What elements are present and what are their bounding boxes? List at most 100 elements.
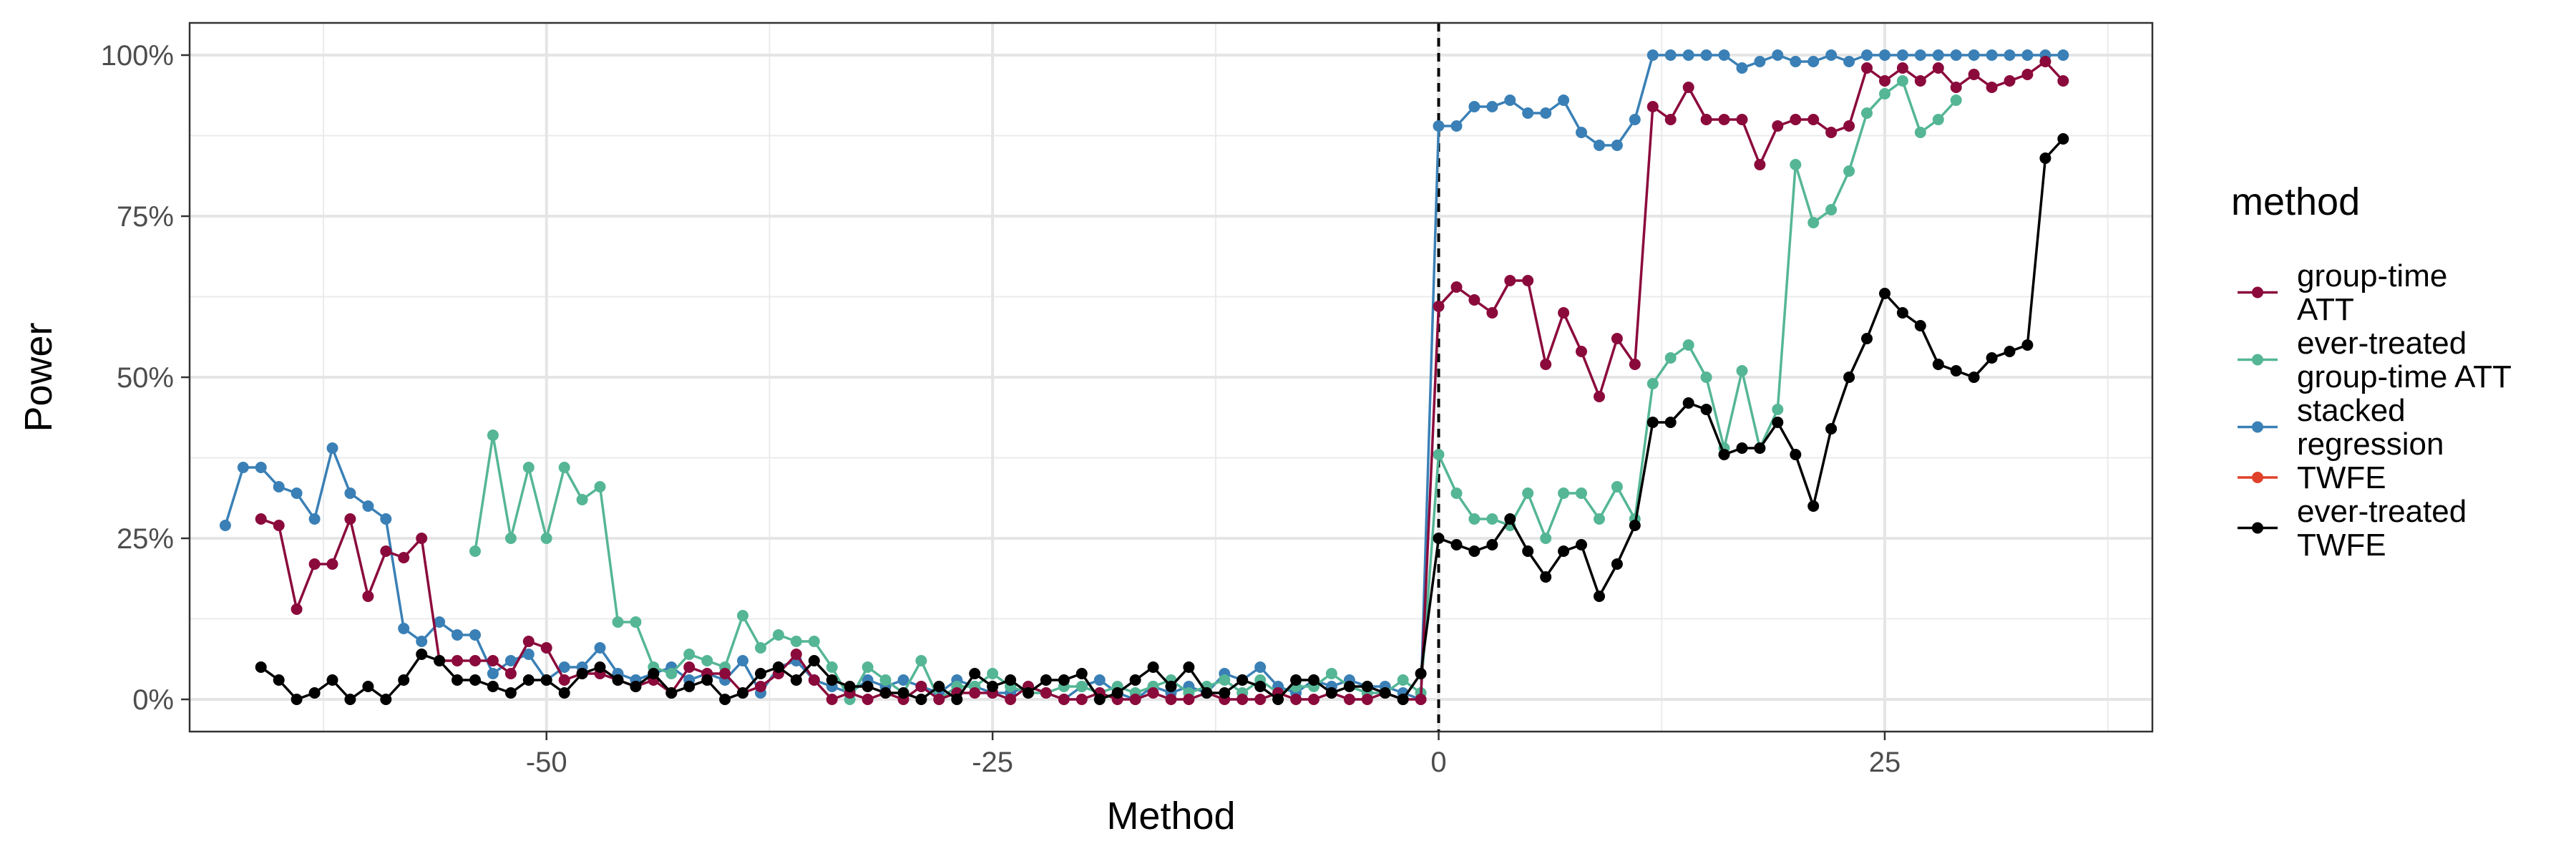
data-point — [1486, 307, 1498, 319]
data-point — [1075, 668, 1088, 679]
data-point — [1290, 674, 1302, 686]
legend-label: TWFE — [2297, 460, 2386, 495]
data-point — [398, 552, 410, 563]
data-point — [1433, 449, 1445, 460]
data-point — [1861, 49, 1873, 61]
data-point — [1807, 114, 1820, 125]
data-point — [933, 681, 945, 692]
data-point — [487, 668, 499, 679]
data-point — [1968, 69, 1980, 80]
data-point — [1896, 307, 1908, 319]
data-point — [1664, 352, 1677, 364]
data-point — [1075, 681, 1088, 692]
data-point — [755, 681, 766, 692]
data-point — [1005, 674, 1017, 686]
data-point — [1807, 56, 1820, 67]
data-point — [2039, 56, 2051, 67]
data-point — [1772, 120, 1784, 132]
data-point — [1807, 217, 1820, 228]
data-point — [1576, 487, 1587, 499]
data-point — [273, 481, 285, 492]
data-point — [1576, 539, 1587, 550]
data-point — [1754, 56, 1766, 67]
data-point — [1486, 539, 1498, 550]
data-point — [362, 591, 374, 602]
data-point — [291, 603, 303, 615]
data-point — [897, 687, 909, 699]
data-point — [630, 616, 642, 628]
data-point — [790, 674, 802, 686]
series-3 — [255, 133, 2069, 705]
data-point — [1058, 674, 1070, 686]
data-point — [2004, 49, 2016, 61]
data-point — [719, 668, 731, 679]
data-point — [1986, 352, 1998, 364]
data-point — [1646, 49, 1659, 61]
data-point — [1075, 694, 1088, 705]
data-point — [1183, 694, 1195, 705]
data-point — [1540, 359, 1552, 370]
data-point — [1236, 694, 1249, 705]
x-tick-label: -50 — [526, 747, 567, 778]
data-point — [2021, 49, 2034, 61]
data-point — [1023, 687, 1034, 699]
data-point — [1147, 687, 1159, 699]
data-point — [915, 655, 927, 666]
data-point — [1558, 307, 1570, 319]
data-point — [1629, 114, 1641, 125]
data-point — [808, 655, 820, 666]
data-point — [380, 513, 392, 525]
data-point — [737, 687, 748, 699]
data-point — [1594, 140, 1605, 151]
data-point — [1058, 694, 1070, 705]
data-point — [576, 494, 588, 505]
data-point — [326, 442, 338, 454]
data-point — [416, 533, 428, 544]
data-point — [504, 533, 517, 544]
series-2 — [255, 56, 2069, 705]
data-point — [683, 681, 696, 692]
data-point — [1950, 49, 1962, 61]
data-point — [1040, 674, 1052, 686]
data-point — [504, 687, 517, 699]
data-point — [1914, 127, 1926, 138]
data-point — [326, 558, 338, 570]
data-point — [469, 545, 481, 557]
legend-label: stacked — [2297, 393, 2406, 428]
data-point — [434, 616, 446, 628]
data-point — [416, 636, 428, 647]
data-point — [504, 668, 517, 679]
y-tick-label: 75% — [117, 201, 174, 233]
data-point — [487, 655, 499, 666]
data-point — [1576, 127, 1587, 138]
data-point — [1450, 281, 1463, 293]
data-point — [987, 668, 999, 679]
data-point — [1843, 165, 1855, 177]
data-point — [1879, 288, 1890, 299]
data-point — [1843, 120, 1855, 132]
x-tick-label: -25 — [972, 747, 1013, 778]
data-point — [594, 481, 606, 492]
data-point — [2004, 346, 2016, 357]
data-point — [1629, 359, 1641, 370]
data-point — [1986, 49, 1998, 61]
data-point — [1932, 114, 1944, 125]
data-point — [362, 500, 374, 512]
data-point — [273, 520, 285, 531]
data-point — [826, 694, 838, 705]
data-point — [2004, 75, 2016, 87]
data-point — [273, 674, 285, 686]
data-point — [683, 661, 696, 673]
legend-label: group-time — [2297, 258, 2447, 293]
data-point — [1932, 359, 1944, 370]
data-point — [2057, 49, 2069, 61]
data-point — [1093, 674, 1106, 686]
data-point — [291, 487, 303, 499]
data-point — [1664, 114, 1677, 125]
data-point — [1254, 694, 1267, 705]
legend-label: ever-treated — [2297, 494, 2467, 529]
